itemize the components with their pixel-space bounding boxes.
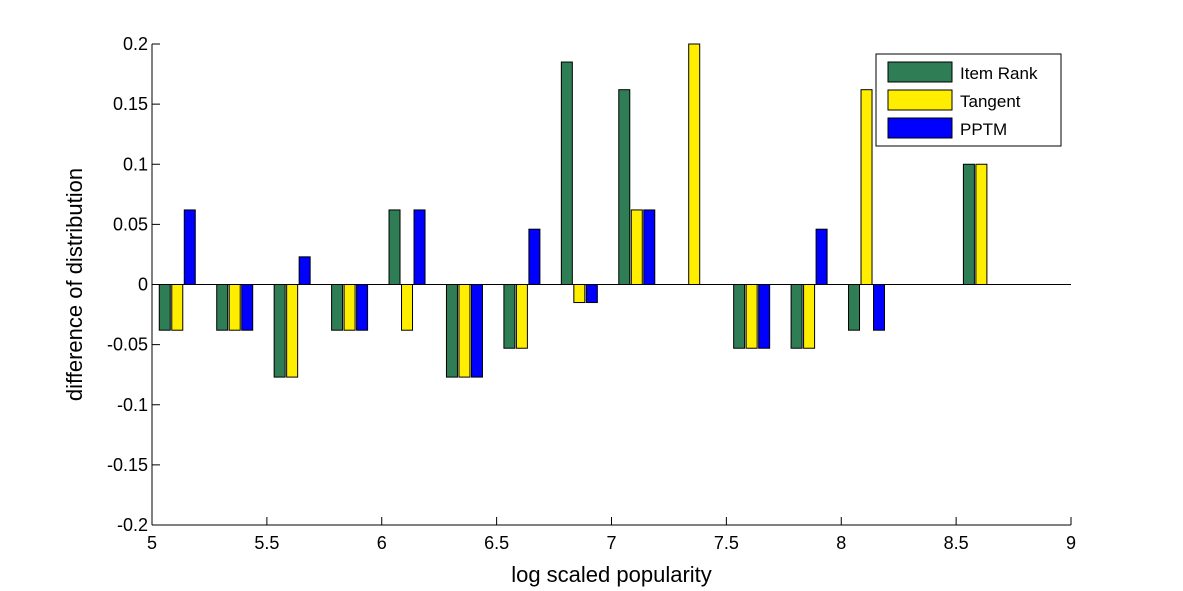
x-axis-label: log scaled popularity xyxy=(511,562,712,587)
y-tick-label: 0 xyxy=(138,275,148,295)
y-tick-label: 0.15 xyxy=(113,94,148,114)
y-tick-label: 0.05 xyxy=(113,214,148,234)
bar-2-8 xyxy=(643,209,656,285)
legend-label: Tangent xyxy=(960,92,1021,111)
bar-0-5 xyxy=(445,284,458,378)
x-tick-label: 8.5 xyxy=(944,533,969,553)
y-axis-label: difference of distribution xyxy=(62,168,87,401)
x-tick-label: 8 xyxy=(836,533,846,553)
y-tick-label: -0.05 xyxy=(107,335,148,355)
bars-layer xyxy=(158,43,988,378)
bar-2-12 xyxy=(873,284,886,331)
bar-1-8 xyxy=(630,209,643,285)
bar-0-3 xyxy=(331,284,344,331)
legend-label: Item Rank xyxy=(960,64,1038,83)
y-tick-label: -0.2 xyxy=(117,515,148,535)
bar-2-1 xyxy=(241,284,254,331)
bar-0-12 xyxy=(848,284,861,331)
x-tick-label: 5 xyxy=(147,533,157,553)
bar-1-5 xyxy=(458,284,471,378)
bar-1-10 xyxy=(745,284,758,349)
bar-1-12 xyxy=(860,89,873,285)
bar-1-0 xyxy=(171,284,184,331)
bar-1-11 xyxy=(803,284,816,349)
bar-2-5 xyxy=(470,284,483,378)
bar-2-2 xyxy=(298,256,311,285)
y-tick-label: -0.1 xyxy=(117,395,148,415)
bar-1-4 xyxy=(401,284,414,331)
y-tick-label: 0.2 xyxy=(123,34,148,54)
bar-0-0 xyxy=(158,284,171,331)
x-tick-label: 6 xyxy=(377,533,387,553)
bar-1-9 xyxy=(688,43,701,285)
x-tick-label: 6.5 xyxy=(484,533,509,553)
legend-swatch xyxy=(887,117,953,139)
bar-2-6 xyxy=(528,228,541,286)
bar-2-4 xyxy=(413,209,426,285)
y-tick-label: -0.15 xyxy=(107,455,148,475)
bar-0-2 xyxy=(273,284,286,378)
legend: Item Rank Tangent PPTM xyxy=(875,53,1062,147)
legend-label: PPTM xyxy=(960,120,1007,139)
bar-1-1 xyxy=(228,284,241,331)
ticks-layer: 5 5.5 6 6.5 7 7.5 8 8.5 9 -0.2 -0.15 -0.1 -0.05 0 0.05… xyxy=(107,34,1076,553)
bar-2-11 xyxy=(815,228,828,286)
bar-0-10 xyxy=(733,284,746,349)
bar-1-6 xyxy=(515,284,528,349)
x-tick-label: 9 xyxy=(1066,533,1076,553)
bar-0-8 xyxy=(618,89,631,285)
y-tick-label: 0.1 xyxy=(123,154,148,174)
bar-0-7 xyxy=(560,61,573,286)
bar-1-7 xyxy=(573,284,586,304)
bar-2-10 xyxy=(758,284,771,349)
bar-2-0 xyxy=(183,209,196,285)
x-tick-label: 7.5 xyxy=(714,533,739,553)
bar-0-4 xyxy=(388,209,401,285)
bar-0-1 xyxy=(216,284,229,331)
bar-1-2 xyxy=(286,284,299,378)
legend-swatch xyxy=(887,89,953,111)
bar-1-13 xyxy=(975,163,988,285)
bar-2-3 xyxy=(356,284,369,331)
legend-swatch xyxy=(887,61,953,83)
bar-2-7 xyxy=(585,284,598,304)
x-tick-label: 7 xyxy=(606,533,616,553)
bar-1-3 xyxy=(343,284,356,331)
bar-0-11 xyxy=(790,284,803,349)
bar-0-6 xyxy=(503,284,516,349)
bar-0-13 xyxy=(962,163,975,285)
x-tick-label: 5.5 xyxy=(254,533,279,553)
